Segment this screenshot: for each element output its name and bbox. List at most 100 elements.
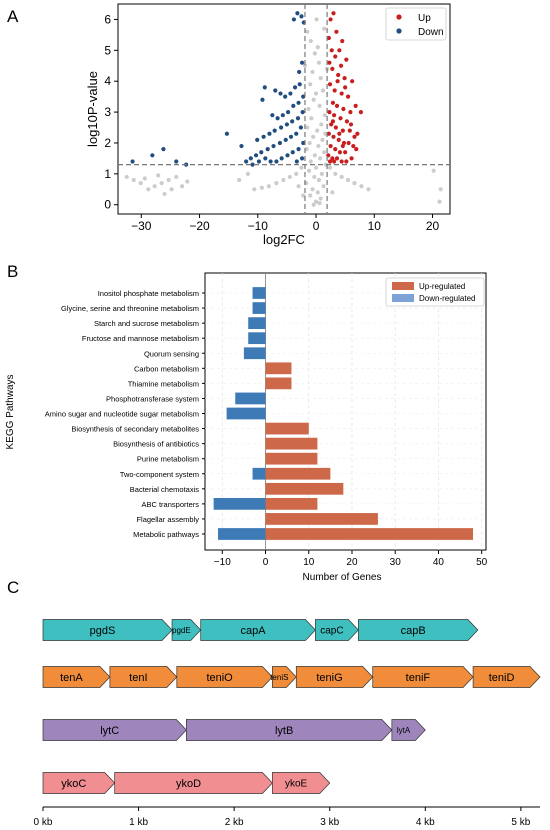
- volcano-point-not-significant: [124, 174, 129, 180]
- volcano-y-tick-label: 0: [104, 198, 111, 212]
- volcano-point-down: [267, 131, 272, 136]
- kegg-bar-down: [252, 467, 266, 480]
- volcano-x-tick-label: 0: [313, 219, 320, 233]
- kegg-x-tick-label: −10: [214, 557, 231, 568]
- kegg-category-label: Quorum sensing: [144, 349, 199, 358]
- volcano-x-tick-label: −10: [248, 219, 269, 233]
- volcano-point-not-significant: [146, 187, 151, 192]
- kegg-category-label: Amino sugar and nucleotide sugar metabol…: [45, 410, 199, 419]
- kegg-x-tick-label: 40: [433, 557, 445, 568]
- volcano-point-up: [330, 100, 336, 105]
- gene-arrow-tenA: [42, 666, 111, 688]
- kegg-bar-up: [265, 467, 331, 480]
- volcano-point-down: [291, 103, 296, 109]
- gene-scale-ticks: 0 kb 1 kb 2 kb 3 kb 4 kb 5 kb: [34, 807, 531, 828]
- kegg-plot-frame: [204, 272, 487, 551]
- volcano-point-up: [353, 103, 358, 109]
- volcano-point-down: [288, 91, 293, 96]
- volcano-point-up: [358, 109, 363, 115]
- volcano-point-not-significant: [274, 181, 279, 186]
- volcano-point-up: [348, 122, 354, 127]
- volcano-point-down: [299, 60, 305, 65]
- kegg-bar-up: [265, 513, 378, 525]
- volcano-point-not-significant: [345, 177, 351, 183]
- kegg-bar-down: [252, 287, 266, 299]
- volcano-point-up: [333, 147, 338, 152]
- volcano-point-up: [340, 38, 345, 44]
- volcano-point-down: [262, 85, 267, 90]
- volcano-point-down: [268, 159, 273, 164]
- volcano-point-down: [297, 82, 302, 87]
- volcano-point-up: [343, 85, 348, 90]
- legend-down-marker: [396, 28, 402, 34]
- legend-up-regulated-label: Up-regulated: [419, 282, 465, 291]
- volcano-point-up: [342, 76, 347, 81]
- kegg-y-axis-label: KEGG Pathways: [5, 374, 16, 449]
- volcano-point-up: [355, 131, 360, 136]
- volcano-point-up: [348, 109, 353, 115]
- gene-arrow-tenI: [109, 666, 178, 688]
- legend-up-marker: [396, 14, 402, 20]
- gene-scale-tick-label: 2 kb: [225, 817, 244, 828]
- legend-down-label: Down: [418, 27, 444, 38]
- gene-label-teniF: teniF: [406, 672, 431, 684]
- volcano-point-not-significant: [185, 179, 190, 184]
- volcano-point-not-significant: [315, 45, 320, 50]
- volcano-point-not-significant: [166, 177, 171, 183]
- kegg-bar-up: [265, 482, 344, 495]
- volcano-point-down: [292, 85, 298, 90]
- volcano-point-up: [335, 79, 340, 84]
- volcano-point-not-significant: [313, 199, 319, 204]
- kegg-x-tick-label: 0: [263, 557, 269, 568]
- volcano-x-tick-label: 10: [368, 219, 382, 233]
- volcano-point-not-significant: [309, 116, 314, 121]
- kegg-x-axis-label: Number of Genes: [303, 572, 382, 583]
- gene-label-ykoE: ykoE: [285, 779, 308, 790]
- volcano-point-not-significant: [319, 171, 324, 176]
- kegg-bar-up: [265, 498, 318, 510]
- volcano-point-down: [261, 134, 266, 139]
- gene-label-ykoD: ykoD: [176, 778, 201, 790]
- volcano-point-not-significant: [310, 69, 315, 75]
- volcano-point-down: [256, 159, 262, 164]
- volcano-x-tick-label: −20: [189, 219, 210, 233]
- kegg-bar-up: [265, 422, 309, 435]
- volcano-point-not-significant: [179, 184, 185, 189]
- volcano-point-not-significant: [152, 184, 157, 189]
- volcano-point-not-significant: [307, 140, 312, 146]
- volcano-point-down: [279, 156, 284, 161]
- volcano-point-not-significant: [304, 147, 309, 152]
- volcano-point-down: [253, 153, 259, 158]
- panel-b-label: B: [7, 262, 18, 281]
- gene-arrow-lytA: [391, 719, 426, 741]
- volcano-point-not-significant: [131, 177, 136, 183]
- volcano-point-up: [333, 54, 338, 59]
- volcano-plot: −30 −20 −10 0 10 20 0 1 2 3 4 5 6 log2FC log10P-val…: [85, 3, 451, 247]
- kegg-bar-up: [265, 377, 292, 390]
- gene-scale-tick-label: 3 kb: [320, 817, 339, 828]
- volcano-point-not-significant: [245, 171, 250, 176]
- volcano-point-down: [285, 109, 291, 115]
- volcano-points: [124, 11, 443, 207]
- volcano-point-not-significant: [302, 63, 308, 68]
- volcano-point-not-significant: [318, 76, 323, 81]
- volcano-point-not-significant: [311, 97, 316, 102]
- volcano-point-not-significant: [438, 187, 443, 192]
- gene-label-ykoC: ykoC: [61, 778, 86, 790]
- volcano-point-up: [337, 48, 342, 53]
- volcano-point-down: [295, 11, 300, 16]
- kegg-category-label: Carbon metabolism: [134, 364, 199, 373]
- volcano-point-not-significant: [320, 88, 326, 93]
- volcano-point-not-significant: [313, 91, 319, 96]
- volcano-point-up: [339, 91, 344, 96]
- volcano-point-down: [272, 128, 277, 133]
- gene-scale-tick-label: 4 kb: [416, 817, 435, 828]
- gene-label-lytA: lytA: [397, 726, 411, 735]
- gene-scale-tick-label: 0 kb: [34, 817, 53, 828]
- volcano-point-not-significant: [305, 29, 310, 34]
- kegg-x-tick-label: 50: [476, 557, 488, 568]
- volcano-point-up: [343, 150, 348, 155]
- kegg-category-labels: Inositol phosphate metabolism Glycine, se…: [45, 289, 205, 539]
- volcano-point-not-significant: [138, 181, 143, 186]
- volcano-point-down: [295, 116, 301, 121]
